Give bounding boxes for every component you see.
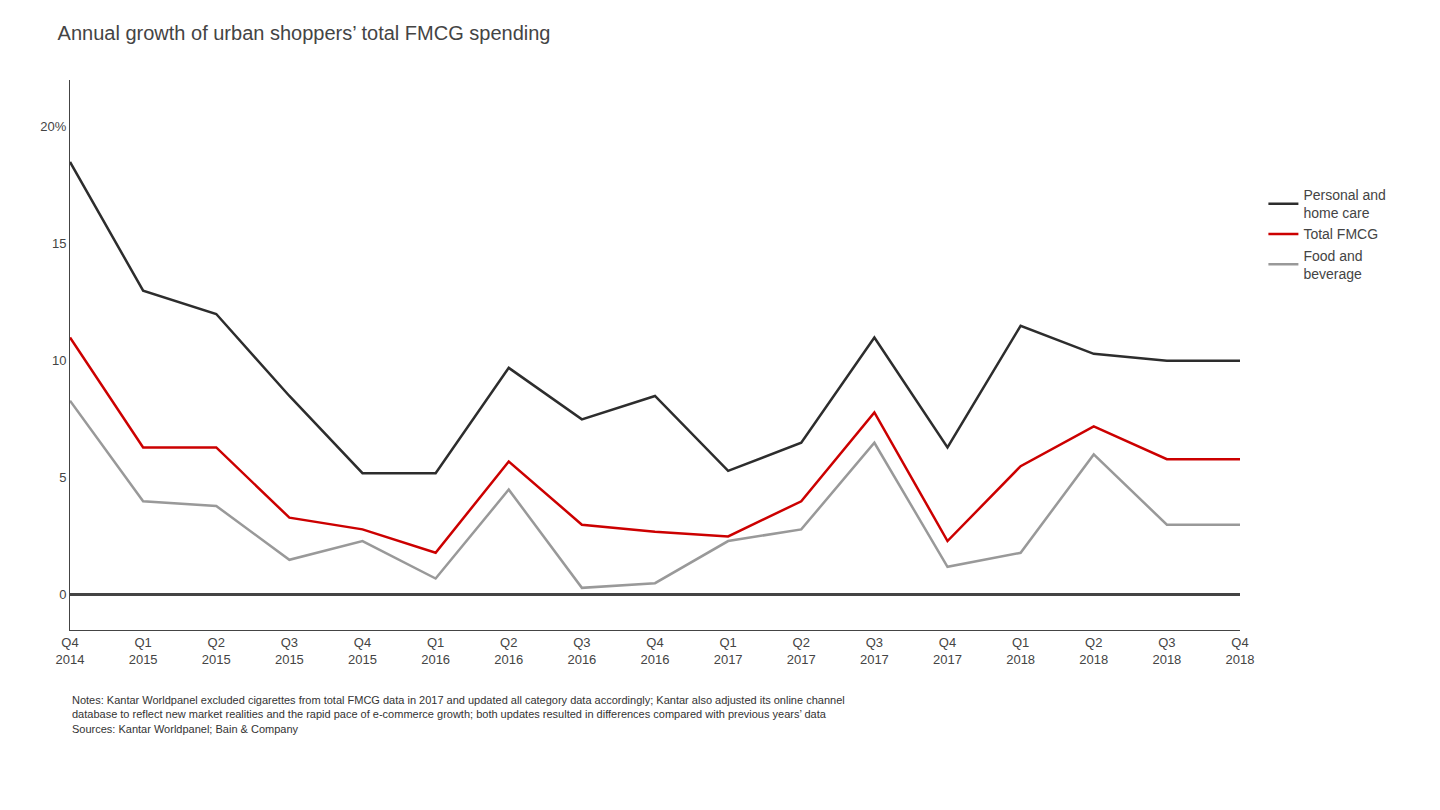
svg-text:Q22015: Q22015 — [202, 635, 231, 667]
svg-text:Q12016: Q12016 — [421, 635, 450, 667]
svg-text:5: 5 — [59, 470, 66, 485]
svg-text:Q12017: Q12017 — [714, 635, 743, 667]
svg-text:Notes: Kantar Worldpanel exclu: Notes: Kantar Worldpanel excluded cigare… — [72, 694, 845, 735]
svg-text:Q22017: Q22017 — [787, 635, 816, 667]
svg-text:Q22016: Q22016 — [494, 635, 523, 667]
svg-text:Q22018: Q22018 — [1079, 635, 1108, 667]
svg-text:Q42015: Q42015 — [348, 635, 377, 667]
svg-text:0: 0 — [59, 587, 66, 602]
svg-text:Q32018: Q32018 — [1152, 635, 1181, 667]
svg-text:Q32015: Q32015 — [275, 635, 304, 667]
svg-text:20%: 20% — [40, 119, 66, 134]
svg-text:Food andbeverage: Food andbeverage — [1303, 248, 1362, 282]
svg-text:Q12015: Q12015 — [129, 635, 158, 667]
svg-text:Personal andhome care: Personal andhome care — [1303, 187, 1386, 221]
svg-text:Q42014: Q42014 — [56, 635, 85, 667]
svg-text:Q12018: Q12018 — [1006, 635, 1035, 667]
svg-text:10: 10 — [52, 353, 66, 368]
svg-text:Q42016: Q42016 — [641, 635, 670, 667]
svg-text:Q42018: Q42018 — [1226, 635, 1255, 667]
svg-text:Q32017: Q32017 — [860, 635, 889, 667]
svg-text:Annual growth of urban shopper: Annual growth of urban shoppers’ total F… — [58, 22, 551, 44]
svg-text:Total FMCG: Total FMCG — [1303, 226, 1378, 242]
svg-text:15: 15 — [52, 236, 66, 251]
svg-text:Q32016: Q32016 — [567, 635, 596, 667]
svg-text:Q42017: Q42017 — [933, 635, 962, 667]
